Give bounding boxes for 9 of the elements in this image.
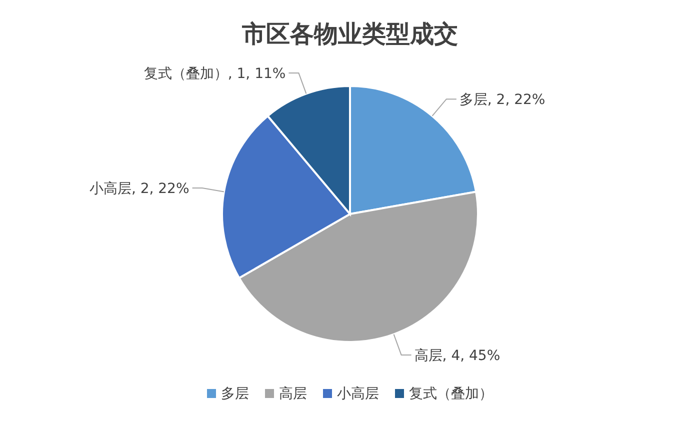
- legend-label: 多层: [221, 386, 249, 402]
- data-label: 复式（叠加）, 1, 11%: [144, 66, 286, 82]
- legend-label: 小高层: [337, 386, 379, 402]
- legend-label: 高层: [279, 386, 307, 402]
- legend-label: 复式（叠加）: [409, 386, 493, 402]
- data-label: 小高层, 2, 22%: [89, 180, 190, 197]
- data-label: 多层, 2, 22%: [459, 92, 546, 108]
- chart-title: 市区各物业类型成交: [241, 20, 458, 48]
- data-label: 高层, 4, 45%: [414, 348, 500, 364]
